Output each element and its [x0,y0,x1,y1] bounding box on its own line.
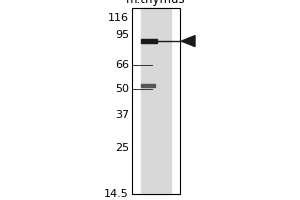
Text: 37: 37 [115,110,129,120]
Bar [141,39,158,43]
Bar [132,8,180,194]
Polygon shape [182,36,195,47]
Text: m.thymus: m.thymus [126,0,186,6]
Text: 66: 66 [115,60,129,70]
Text: 95: 95 [115,30,129,40]
Bar [141,84,154,87]
Bar [141,8,171,194]
Text: 50: 50 [115,84,129,94]
Text: 25: 25 [115,143,129,153]
Text: 14.5: 14.5 [104,189,129,199]
Text: 116: 116 [108,13,129,23]
